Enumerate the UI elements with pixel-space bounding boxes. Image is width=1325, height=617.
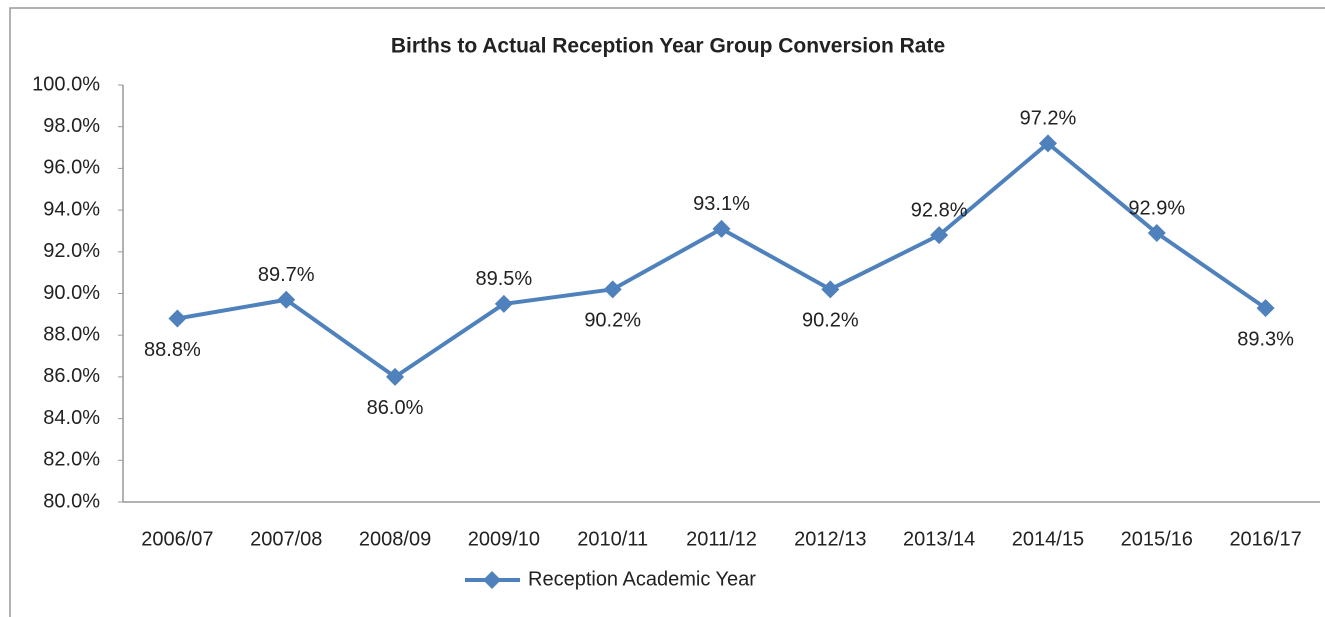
data-point bbox=[386, 367, 405, 386]
data-label: 90.2% bbox=[802, 310, 859, 332]
data-point bbox=[277, 290, 296, 309]
y-tick-label: 84.0% bbox=[43, 407, 100, 429]
x-tick-label: 2008/09 bbox=[359, 528, 431, 550]
y-tick-label: 88.0% bbox=[43, 323, 100, 345]
x-tick-label: 2013/14 bbox=[903, 528, 975, 550]
chart-title: Births to Actual Reception Year Group Co… bbox=[391, 35, 945, 58]
data-label: 90.2% bbox=[584, 310, 641, 332]
data-label: 97.2% bbox=[1020, 108, 1077, 130]
legend-label: Reception Academic Year bbox=[528, 568, 756, 590]
chart-frame bbox=[9, 7, 1325, 617]
y-tick-label: 80.0% bbox=[43, 490, 100, 512]
y-tick-label: 82.0% bbox=[43, 449, 100, 471]
y-tick-label: 90.0% bbox=[43, 282, 100, 304]
y-tick-label: 94.0% bbox=[43, 198, 100, 220]
data-point bbox=[1147, 224, 1166, 243]
data-label: 89.5% bbox=[476, 268, 533, 290]
x-tick-label: 2007/08 bbox=[250, 528, 322, 550]
y-tick-label: 98.0% bbox=[43, 115, 100, 137]
y-tick-label: 92.0% bbox=[43, 240, 100, 262]
x-tick-label: 2011/12 bbox=[686, 528, 757, 550]
data-point bbox=[821, 280, 840, 299]
data-label: 89.7% bbox=[258, 264, 315, 286]
data-point bbox=[603, 280, 622, 299]
data-point bbox=[930, 226, 949, 245]
x-tick-label: 2014/15 bbox=[1012, 528, 1084, 550]
data-point bbox=[1038, 134, 1057, 153]
x-tick-label: 2015/16 bbox=[1121, 528, 1193, 550]
y-tick-label: 100.0% bbox=[32, 73, 100, 95]
data-point bbox=[494, 294, 513, 313]
data-label: 93.1% bbox=[693, 193, 750, 215]
data-label: 92.9% bbox=[1128, 197, 1185, 219]
legend-marker bbox=[483, 571, 501, 589]
x-tick-label: 2010/11 bbox=[577, 528, 648, 550]
data-point bbox=[168, 309, 187, 328]
data-point bbox=[712, 219, 731, 238]
x-tick-label: 2009/10 bbox=[468, 528, 540, 550]
y-tick-label: 96.0% bbox=[43, 157, 100, 179]
data-label: 88.8% bbox=[144, 339, 201, 361]
x-tick-label: 2012/13 bbox=[794, 528, 866, 550]
data-label: 86.0% bbox=[367, 397, 424, 419]
y-tick-label: 86.0% bbox=[43, 365, 100, 387]
x-tick-label: 2006/07 bbox=[141, 528, 213, 550]
series-line bbox=[177, 141, 1267, 379]
data-label: 89.3% bbox=[1237, 328, 1294, 350]
data-point bbox=[1256, 299, 1275, 318]
x-tick-label: 2016/17 bbox=[1229, 528, 1301, 550]
data-label: 92.8% bbox=[911, 199, 968, 221]
